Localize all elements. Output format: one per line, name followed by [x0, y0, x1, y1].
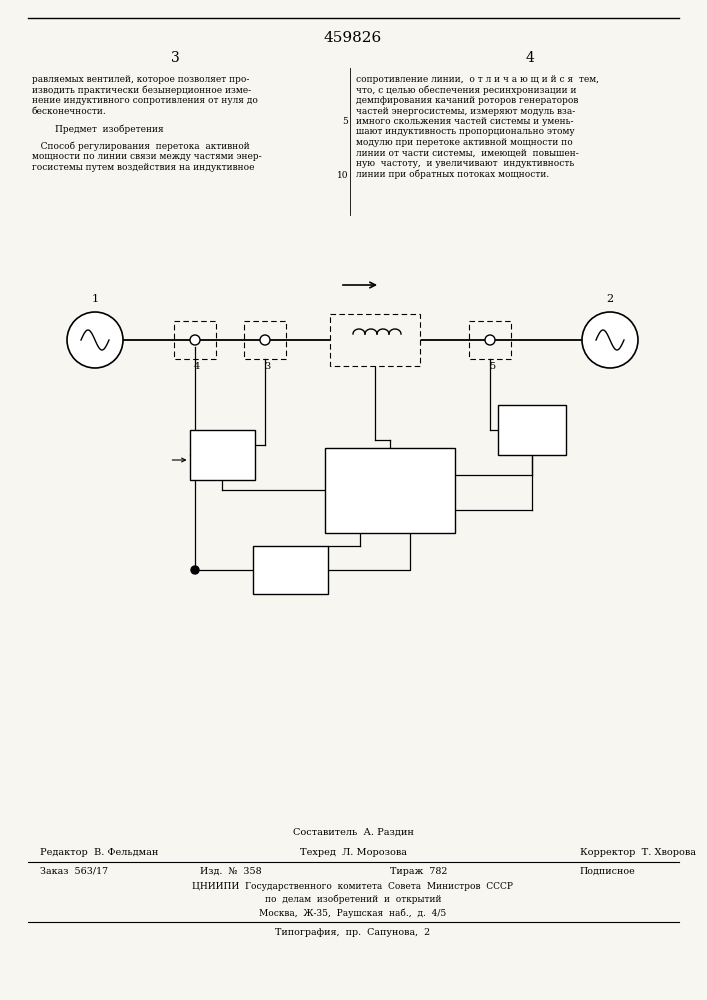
Text: Составитель  А. Раздин: Составитель А. Раздин	[293, 828, 414, 837]
Text: нение индуктивного сопротивления от нуля до: нение индуктивного сопротивления от нуля…	[32, 96, 258, 105]
Text: 10: 10	[337, 170, 348, 180]
Text: сопротивление линии,  о т л и ч а ю щ и й с я  тем,: сопротивление линии, о т л и ч а ю щ и й…	[356, 75, 599, 84]
Text: 7: 7	[385, 483, 395, 497]
Text: изводить практически безынерционное изме-: изводить практически безынерционное изме…	[32, 86, 251, 95]
Text: линии от части системы,  имеющей  повышен-: линии от части системы, имеющей повышен-	[356, 148, 579, 157]
Text: 10: 10	[377, 346, 389, 355]
Circle shape	[67, 312, 123, 368]
Text: 9: 9	[528, 424, 536, 436]
Circle shape	[485, 335, 495, 345]
Text: по  делам  изобретений  и  открытий: по делам изобретений и открытий	[264, 895, 441, 904]
Text: Москва,  Ж-35,  Раушская  наб.,  д.  4/5: Москва, Ж-35, Раушская наб., д. 4/5	[259, 908, 447, 918]
Text: Корректор  Т. Хворова: Корректор Т. Хворова	[580, 848, 696, 857]
Text: Способ регулирования  перетока  активной: Способ регулирования перетока активной	[32, 141, 250, 151]
Bar	[330, 314, 420, 366]
Bar	[498, 405, 566, 455]
Text: Техред  Л. Морозова: Техред Л. Морозова	[300, 848, 407, 857]
Text: 3: 3	[264, 362, 270, 371]
Text: ную  частоту,  и увеличивают  индуктивность: ную частоту, и увеличивают индуктивность	[356, 159, 574, 168]
Text: 459826: 459826	[324, 31, 382, 45]
Text: Подписное: Подписное	[580, 867, 636, 876]
Text: 2: 2	[607, 294, 614, 304]
Bar	[469, 321, 511, 359]
Bar	[252, 546, 327, 594]
Text: мощности по линии связи между частями энер-: мощности по линии связи между частями эн…	[32, 152, 262, 161]
Text: модулю при перетоке активной мощности по: модулю при перетоке активной мощности по	[356, 138, 573, 147]
Text: частей энергосистемы, измеряют модуль вза-: частей энергосистемы, измеряют модуль вз…	[356, 106, 575, 115]
Text: линии при обратных потоках мощности.: линии при обратных потоках мощности.	[356, 169, 549, 179]
Bar	[325, 448, 455, 532]
Text: 6: 6	[218, 448, 226, 462]
Bar	[174, 321, 216, 359]
Text: Редактор  В. Фельдман: Редактор В. Фельдман	[40, 848, 158, 857]
Text: бесконечности.: бесконечности.	[32, 106, 107, 115]
Bar	[244, 321, 286, 359]
Text: 8: 8	[286, 564, 294, 576]
Text: Заказ  563/17: Заказ 563/17	[40, 867, 108, 876]
Circle shape	[190, 335, 200, 345]
Text: Предмет  изобретения: Предмет изобретения	[32, 124, 163, 133]
Text: 5: 5	[489, 362, 495, 371]
Text: 4: 4	[525, 51, 534, 65]
Text: 5: 5	[342, 117, 348, 126]
Text: ЦНИИПИ  Государственного  комитета  Совета  Министров  СССР: ЦНИИПИ Государственного комитета Совета …	[192, 882, 513, 891]
Circle shape	[260, 335, 270, 345]
Text: имного скольжения частей системы и умень-: имного скольжения частей системы и умень…	[356, 117, 573, 126]
Text: шают индуктивность пропорционально этому: шают индуктивность пропорционально этому	[356, 127, 575, 136]
Text: равляемых вентилей, которое позволяет про-: равляемых вентилей, которое позволяет пр…	[32, 75, 250, 84]
Text: Тираж  782: Тираж 782	[390, 867, 448, 876]
Circle shape	[582, 312, 638, 368]
Circle shape	[191, 566, 199, 574]
Text: демпфирования качаний роторов генераторов: демпфирования качаний роторов генераторо…	[356, 96, 578, 105]
Text: что, с целью обеспечения ресинхронизации и: что, с целью обеспечения ресинхронизации…	[356, 86, 576, 95]
Text: Изд.  №  358: Изд. № 358	[200, 867, 262, 876]
Bar	[189, 430, 255, 480]
Text: 4: 4	[194, 362, 200, 371]
Text: 3: 3	[170, 51, 180, 65]
Text: госистемы путем воздействия на индуктивное: госистемы путем воздействия на индуктивн…	[32, 162, 255, 172]
Text: Типография,  пр.  Сапунова,  2: Типография, пр. Сапунова, 2	[276, 928, 431, 937]
Text: 1: 1	[91, 294, 98, 304]
